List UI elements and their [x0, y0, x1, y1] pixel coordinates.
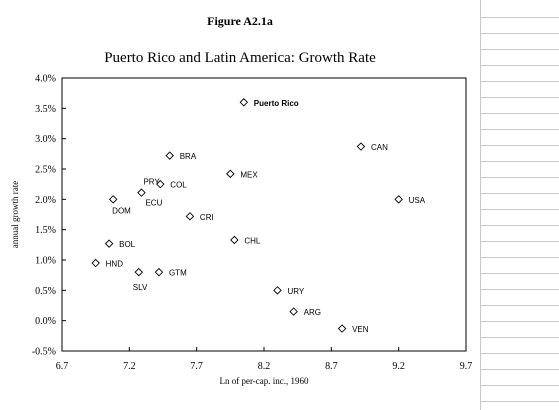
sheet-row-line — [481, 145, 559, 146]
point-label-ecu: ECU — [145, 199, 162, 208]
data-point-col — [156, 179, 165, 189]
data-point-can — [356, 142, 366, 151]
point-label-ury: URY — [287, 287, 304, 296]
point-label-hnd: HND — [106, 260, 124, 269]
data-point-dom — [108, 195, 118, 204]
sheet-row-line — [481, 289, 559, 290]
sheet-row-line — [481, 97, 559, 98]
point-label-slv: SLV — [133, 283, 148, 292]
x-tick-label: 8.2 — [258, 361, 271, 372]
sheet-row-line — [481, 33, 559, 34]
x-tick-label: 6.7 — [56, 361, 69, 372]
y-tick-label: 0.5% — [35, 286, 56, 297]
point-label-puerto-rico: Puerto Rico — [254, 99, 299, 108]
data-point-puerto-rico — [239, 98, 249, 107]
y-tick-label: 1.5% — [35, 225, 56, 236]
point-label-chl: CHL — [244, 236, 261, 245]
sheet-row-line — [481, 17, 559, 18]
point-label-can: CAN — [371, 143, 388, 152]
data-point-ven — [337, 324, 347, 333]
sheet-row-line — [481, 193, 559, 194]
sheet-row-line — [481, 273, 559, 274]
spreadsheet-columns — [480, 0, 559, 410]
y-tick-label: 2.5% — [35, 165, 56, 176]
data-point-pry — [137, 188, 146, 197]
data-point-chl — [230, 235, 239, 245]
y-tick-label: 3.5% — [35, 104, 56, 115]
sheet-row-line — [481, 49, 559, 50]
point-label-mex: MEX — [240, 170, 258, 179]
data-point-bra — [165, 151, 174, 160]
point-label-bol: BOL — [119, 240, 136, 249]
point-label-gtm: GTM — [169, 269, 187, 278]
figure-label: Figure A2.1a — [207, 14, 273, 28]
x-tick-label: 9.2 — [392, 361, 405, 372]
sheet-row-line — [481, 81, 559, 82]
point-label-ven: VEN — [352, 325, 369, 334]
x-tick-label: 7.2 — [123, 361, 136, 372]
sheet-row-line — [481, 337, 559, 338]
sheet-row-line — [481, 209, 559, 210]
data-point-usa — [394, 195, 403, 204]
sheet-row-line — [481, 161, 559, 162]
sheet-row-line — [481, 241, 559, 242]
point-label-arg: ARG — [304, 308, 321, 317]
x-tick-label: 9.7 — [460, 361, 473, 372]
sheet-row-line — [481, 401, 559, 402]
point-label-bra: BRA — [180, 152, 197, 161]
y-tick-label: 2.0% — [35, 195, 56, 206]
data-point-cri — [185, 212, 195, 221]
point-label-dom: DOM — [112, 206, 131, 215]
y-tick-label: 0.0% — [35, 316, 56, 327]
point-label-cri: CRI — [200, 213, 214, 222]
sheet-row-line — [481, 65, 559, 66]
data-point-hnd — [91, 258, 100, 268]
data-point-bol — [104, 239, 114, 248]
y-tick-label: 1.0% — [35, 256, 56, 267]
y-axis-title: annual growth rate — [10, 181, 20, 248]
x-tick-label: 7.7 — [190, 361, 203, 372]
y-tick-label: 3.0% — [35, 134, 56, 145]
sheet-row-line — [481, 177, 559, 178]
y-tick-label: 4.0% — [35, 74, 56, 85]
sheet-row-line — [481, 369, 559, 370]
data-point-mex — [226, 169, 235, 179]
sheet-row-line — [481, 385, 559, 386]
x-axis-title: Ln of per-cap. inc., 1960 — [219, 376, 309, 386]
chart-title: Puerto Rico and Latin America: Growth Ra… — [104, 50, 376, 66]
sheet-row-line — [481, 257, 559, 258]
y-tick-label: -0.5% — [32, 347, 56, 358]
point-label-pry: PRY — [143, 178, 160, 187]
sheet-row-line — [481, 305, 559, 306]
point-label-usa: USA — [409, 196, 426, 205]
data-point-ury — [273, 286, 282, 295]
point-label-col: COL — [170, 181, 187, 190]
sheet-row-line — [481, 321, 559, 322]
sheet-row-line — [481, 353, 559, 354]
sheet-row-line — [481, 129, 559, 130]
data-point-gtm — [154, 267, 164, 277]
chart-area-background — [0, 0, 480, 410]
x-tick-label: 8.7 — [325, 361, 338, 372]
sheet-row-line — [481, 113, 559, 114]
sheet-row-line — [481, 225, 559, 226]
data-point-arg — [289, 307, 298, 316]
data-point-slv — [134, 267, 143, 277]
